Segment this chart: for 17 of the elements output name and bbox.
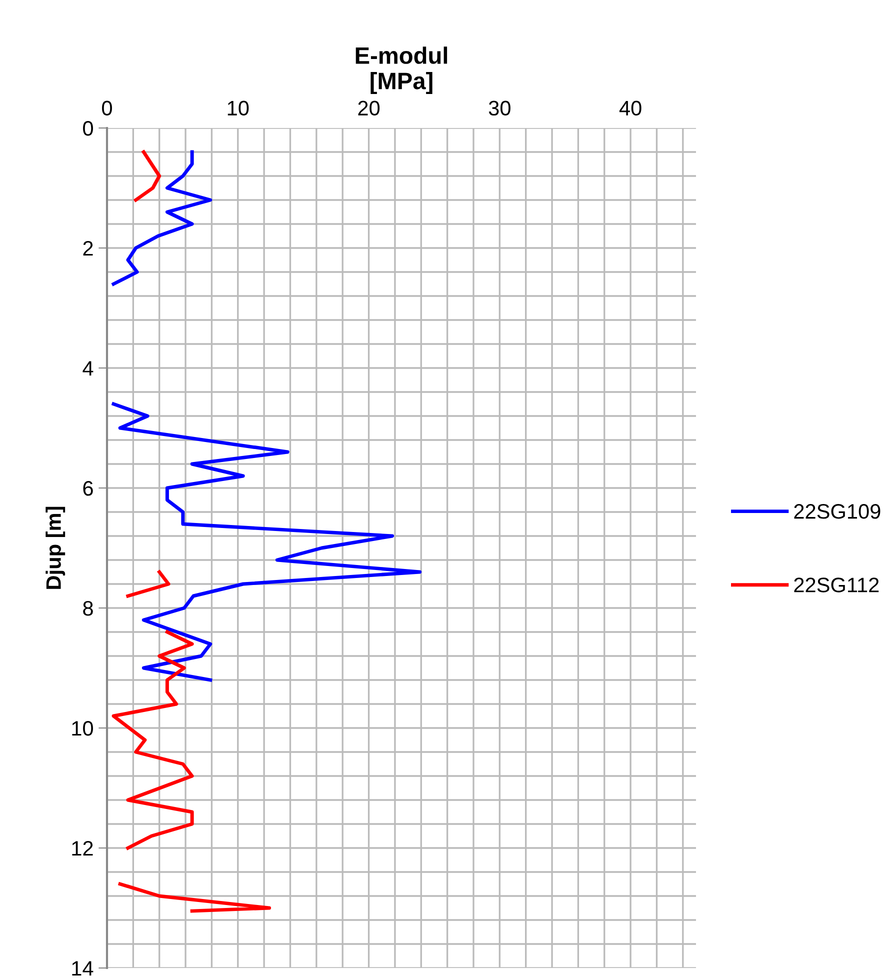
y-tick-label: 4 bbox=[82, 361, 94, 376]
x-tick-label: 0 bbox=[102, 100, 112, 116]
y-tick-label: 0 bbox=[83, 121, 93, 136]
x-tick-label: 40 bbox=[619, 100, 642, 116]
y-tick-label: 2 bbox=[83, 241, 93, 256]
y-tick-label: 10 bbox=[72, 721, 93, 736]
x-tick-label: 30 bbox=[488, 100, 510, 116]
x-tick-label: 10 bbox=[228, 100, 249, 116]
x-tick-label: 20 bbox=[358, 100, 380, 116]
y-tick-label: 12 bbox=[72, 841, 93, 856]
y-tick-label: 6 bbox=[83, 481, 93, 496]
legend-label: 22SG109 bbox=[794, 504, 880, 519]
x-axis-title: E-modul [MPa] bbox=[356, 46, 448, 94]
y-tick-label: 8 bbox=[83, 601, 93, 616]
legend-label: 22SG112 bbox=[794, 578, 879, 592]
y-tick-label: 14 bbox=[72, 961, 94, 976]
y-axis-title: Djup [m] bbox=[46, 506, 66, 589]
